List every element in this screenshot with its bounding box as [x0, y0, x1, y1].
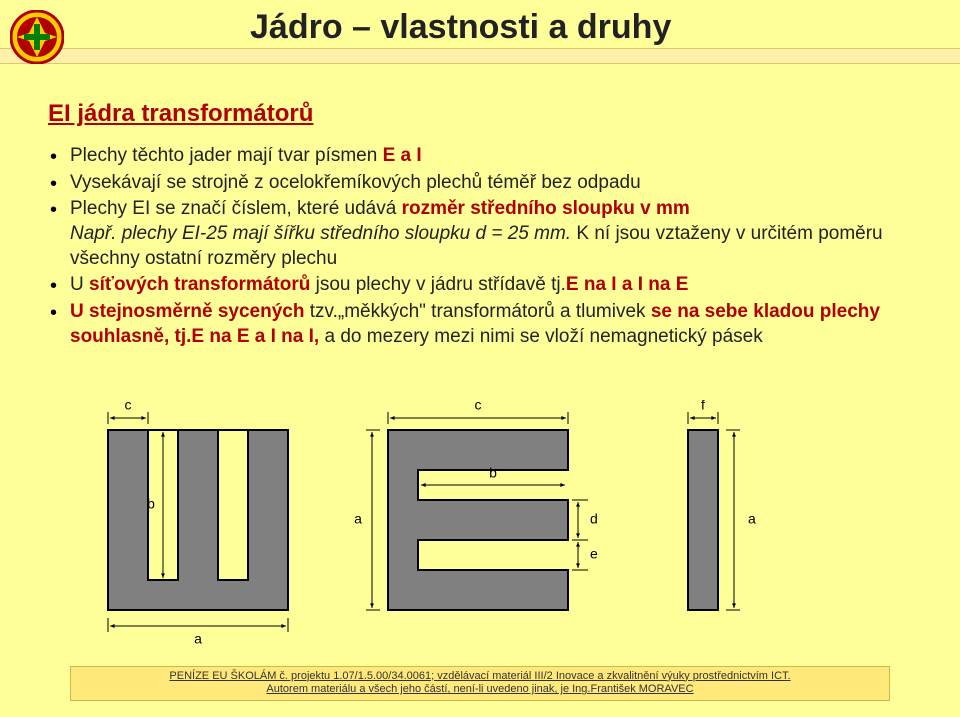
slide-body: EI jádra transformátorů Plechy těchto ja…	[48, 100, 912, 352]
slide-title: Jádro – vlastnosti a druhy	[250, 8, 671, 47]
bullet-4-b: síťových transformátorů	[89, 274, 316, 295]
bullet-3-italic: Např. plechy EI-25 mají šířku středního …	[70, 223, 576, 244]
bullet-3-text-a: Plechy EI se značí číslem, které udává	[70, 198, 402, 219]
bullet-1-highlight: E a I	[383, 145, 422, 166]
bullet-5-a: U stejnosměrně sycených	[70, 301, 310, 322]
footer-line1: PENÍZE EU ŠKOLÁM č. projektu 1.07/1.5.00…	[169, 670, 790, 682]
bullet-3: Plechy EI se značí číslem, které udává r…	[48, 197, 912, 271]
bullet-list: Plechy těchto jader mají tvar písmen E a…	[48, 144, 912, 350]
footer-line2: Autorem materiálu a všech jeho částí, ne…	[266, 683, 693, 695]
bullet-5-d: E na E a I na I,	[191, 326, 319, 347]
bullet-2: Vysekávají se strojně z ocelokřemíkových…	[48, 171, 912, 196]
svg-text:a: a	[354, 511, 362, 527]
subheading: EI jádra transformátorů	[48, 100, 912, 128]
svg-text:f: f	[701, 400, 705, 413]
svg-text:c: c	[475, 400, 482, 413]
title-stripe	[0, 48, 960, 64]
svg-text:a: a	[748, 511, 756, 527]
bullet-5-b: tzv.„měkkých" transformátorů a tlumivek	[310, 301, 651, 322]
svg-text:e: e	[590, 546, 598, 562]
bullet-3-highlight: rozměr středního sloupku v mm	[402, 198, 690, 219]
logo	[10, 10, 64, 64]
svg-text:b: b	[489, 465, 497, 481]
bullet-4: U síťových transformátorů jsou plechy v …	[48, 273, 912, 298]
bullet-4-d: E na I a I na E	[566, 274, 689, 295]
svg-text:a: a	[194, 631, 202, 647]
footer: PENÍZE EU ŠKOLÁM č. projektu 1.07/1.5.00…	[70, 666, 890, 702]
bullet-5-e: a do mezery mezi nimi se vloží nemagneti…	[324, 326, 762, 347]
bullet-1-text: Plechy těchto jader mají tvar písmen	[70, 145, 383, 166]
bullet-2-text: Vysekávají se strojně z ocelokřemíkových…	[70, 172, 641, 193]
bullet-4-a: U	[70, 274, 89, 295]
svg-text:d: d	[590, 511, 598, 527]
svg-text:c: c	[125, 400, 132, 413]
bullet-5: U stejnosměrně sycených tzv.„měkkých" tr…	[48, 300, 912, 349]
bullet-1: Plechy těchto jader mají tvar písmen E a…	[48, 144, 912, 169]
ei-diagram: b a c a c d e b f a	[48, 400, 912, 650]
bullet-4-c: jsou plechy v jádru střídavě tj.	[316, 274, 566, 295]
svg-text:b: b	[147, 496, 155, 512]
slide: Jádro – vlastnosti a druhy EI jádra tran…	[0, 0, 960, 717]
